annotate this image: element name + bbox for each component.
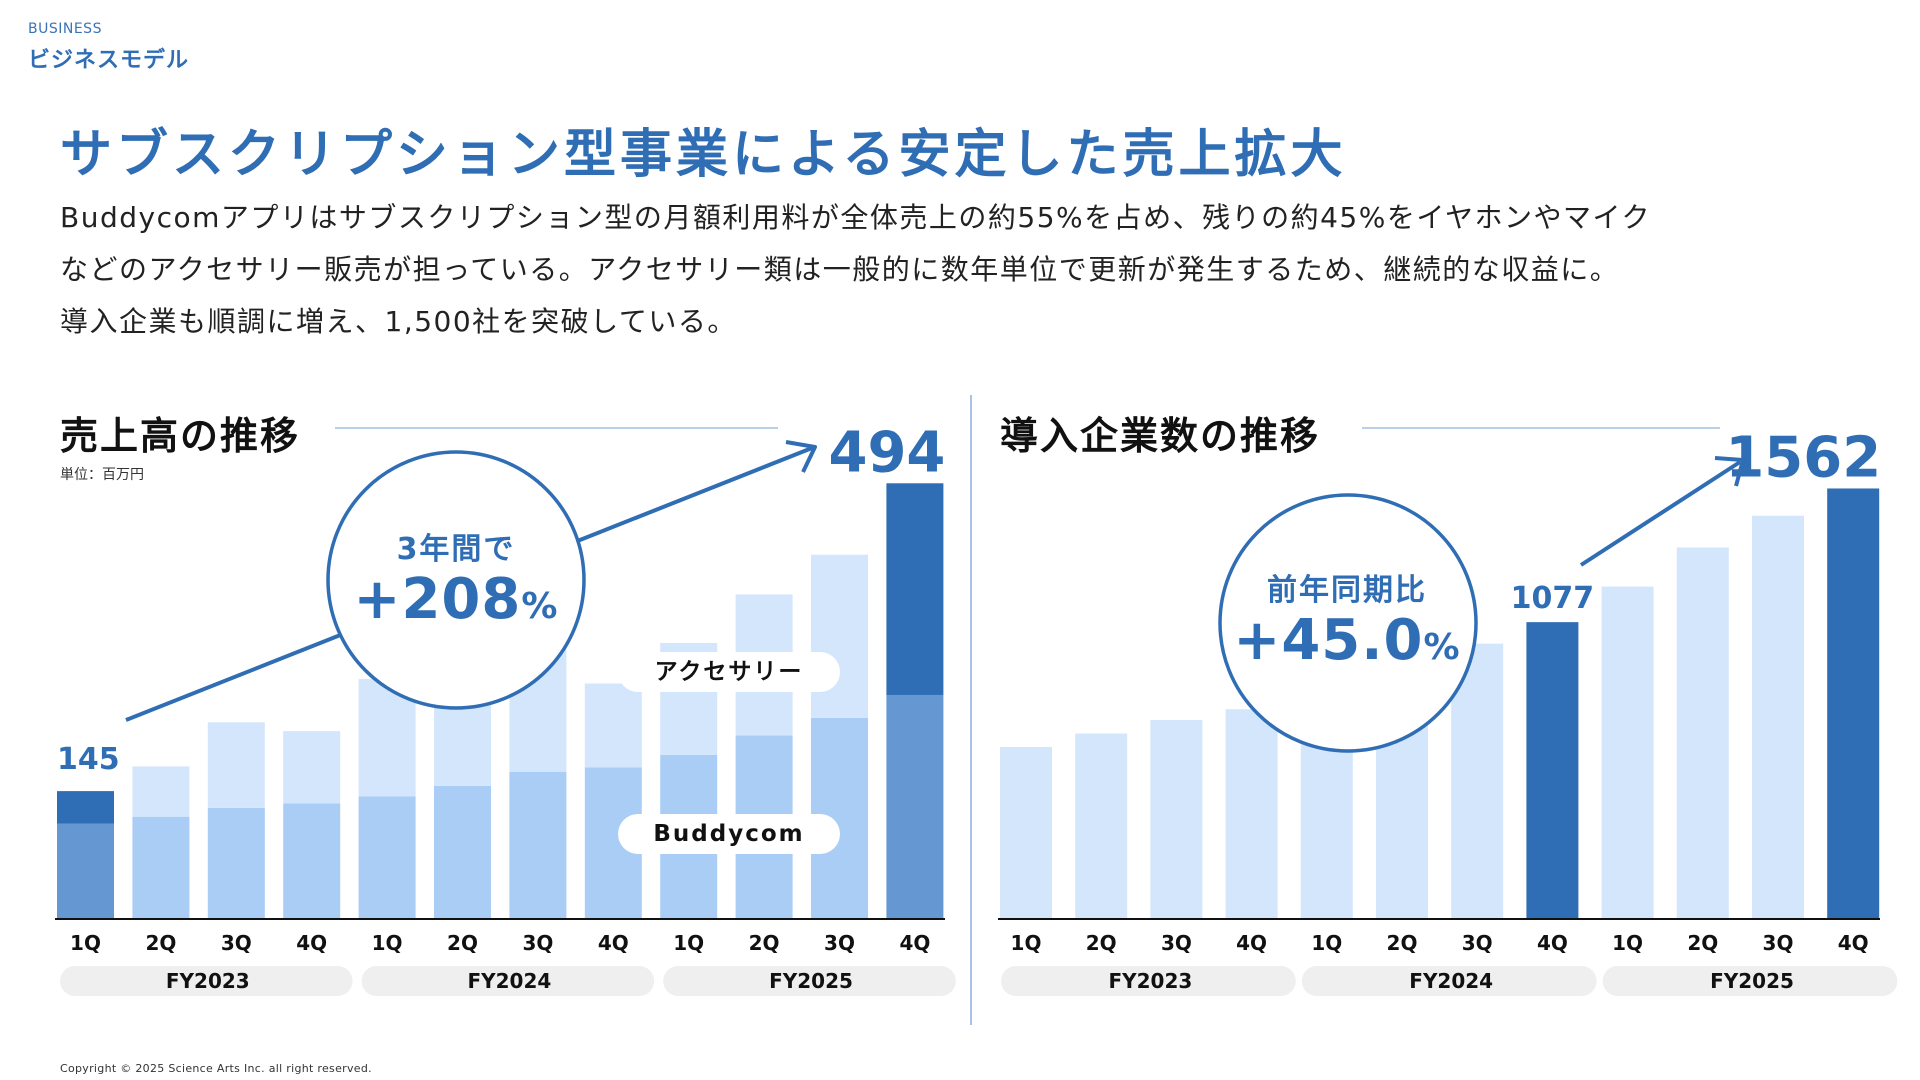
left-chart-unit: 単位：百万円 xyxy=(60,467,144,483)
companies-bar xyxy=(1526,622,1579,919)
sales-bar-accessory xyxy=(207,722,265,808)
sales-x-tick: 1Q xyxy=(372,931,403,955)
companies-bar xyxy=(1601,586,1654,919)
sales-fy-pill xyxy=(663,966,956,996)
companies-x-tick: 3Q xyxy=(1763,931,1794,955)
companies-x-tick: 1Q xyxy=(1612,931,1643,955)
description-line: Buddycomアプリはサブスクリプション型の月額利用料が全体売上の約55%を占… xyxy=(60,201,1651,234)
sales-fy-label: FY2023 xyxy=(166,969,250,993)
sales-fy-pill xyxy=(361,966,655,996)
companies-x-tick: 4Q xyxy=(1236,931,1267,955)
companies-trend-arrowhead xyxy=(1714,456,1745,487)
companies-bar xyxy=(1150,719,1203,919)
sales-bar-accessory xyxy=(57,791,114,824)
sales-callout-circle xyxy=(326,450,586,710)
sales-bar-buddycom xyxy=(132,816,190,919)
page-title: サブスクリプション型事業による安定した売上拡大 xyxy=(60,125,1347,185)
left-callout-caption: 3年間で xyxy=(396,532,516,567)
sales-bar-accessory xyxy=(283,731,341,804)
sales-last-value: 494 xyxy=(828,420,945,485)
sales-fy-label: FY2024 xyxy=(467,969,551,993)
description-line: 導入企業も順調に増え、1,500社を突破している。 xyxy=(60,305,737,338)
sales-x-tick: 3Q xyxy=(522,931,553,955)
companies-x-tick: 3Q xyxy=(1462,931,1493,955)
companies-fy-pill xyxy=(1602,966,1898,996)
companies-x-tick: 1Q xyxy=(1011,931,1042,955)
section-label-en: BUSINESS xyxy=(28,21,102,37)
sales-x-tick: 3Q xyxy=(824,931,855,955)
sales-bar-accessory xyxy=(811,554,868,718)
right-chart-title: 導入企業数の推移 xyxy=(1000,414,1321,458)
section-label-ja: ビジネスモデル xyxy=(28,48,190,73)
description: Buddycomアプリはサブスクリプション型の月額利用料が全体売上の約55%を占… xyxy=(60,192,1840,348)
companies-fy-label: FY2023 xyxy=(1108,969,1192,993)
sales-bar-accessory xyxy=(886,483,944,695)
companies-bar xyxy=(1827,488,1880,919)
right-callout-caption: 前年同期比 xyxy=(1267,573,1427,608)
companies-fy-pill xyxy=(1301,966,1597,996)
sales-bar-buddycom xyxy=(358,796,416,919)
companies-bar xyxy=(1225,709,1278,919)
copyright: Copyright © 2025 Science Arts Inc. all r… xyxy=(60,1062,372,1075)
companies-last-value: 1562 xyxy=(1725,425,1881,490)
companies-bar xyxy=(1000,747,1052,919)
sales-first-value: 145 xyxy=(57,742,120,777)
companies-fy24-value: 1077 xyxy=(1511,581,1595,616)
legend-buddycom: Buddycom xyxy=(618,814,840,854)
left-chart-title: 売上高の推移 xyxy=(60,414,301,458)
companies-x-tick: 2Q xyxy=(1387,931,1418,955)
sales-fy-pill xyxy=(60,966,353,996)
sales-trend-arrowhead xyxy=(785,440,817,473)
sales-bar-buddycom xyxy=(509,771,567,919)
left-callout-number: +208 xyxy=(353,567,522,632)
sales-bar-accessory xyxy=(132,766,190,817)
companies-x-tick: 1Q xyxy=(1311,931,1342,955)
sales-bar-buddycom xyxy=(434,785,491,919)
sales-x-tick: 3Q xyxy=(221,931,252,955)
companies-x-tick: 2Q xyxy=(1687,931,1718,955)
sales-bar-buddycom xyxy=(57,823,114,919)
companies-bar xyxy=(1075,733,1128,919)
sales-x-tick: 2Q xyxy=(447,931,478,955)
legend-accessory: アクセサリー xyxy=(618,652,840,692)
chart-divider xyxy=(970,395,972,1025)
right-callout-value: +45.0% xyxy=(1219,609,1475,680)
sales-bar-accessory xyxy=(584,683,642,768)
sales-fy-label: FY2025 xyxy=(769,969,853,993)
sales-x-tick: 1Q xyxy=(70,931,101,955)
companies-x-tick: 4Q xyxy=(1838,931,1869,955)
companies-bar xyxy=(1451,643,1504,919)
right-callout-percent: % xyxy=(1423,627,1461,668)
sales-x-tick: 4Q xyxy=(899,931,930,955)
right-growth-callout: 前年同期比 +45.0% xyxy=(1219,495,1475,751)
companies-fy-pill xyxy=(1001,966,1296,996)
companies-bar xyxy=(1752,515,1804,919)
sales-bar-buddycom xyxy=(886,694,944,919)
description-line: などのアクセサリー販売が担っている。アクセサリー類は一般的に数年単位で更新が発生… xyxy=(60,253,1620,286)
left-callout-value: +208% xyxy=(328,568,584,639)
sales-bar-buddycom xyxy=(283,803,341,919)
left-growth-callout: 3年間で +208% xyxy=(328,452,584,708)
sales-x-tick: 1Q xyxy=(673,931,704,955)
companies-fy-label: FY2024 xyxy=(1409,969,1493,993)
companies-bar xyxy=(1676,547,1729,919)
companies-x-tick: 3Q xyxy=(1161,931,1192,955)
sales-x-tick: 4Q xyxy=(296,931,327,955)
companies-callout-circle xyxy=(1218,493,1478,753)
companies-fy-label: FY2025 xyxy=(1710,969,1794,993)
companies-x-tick: 4Q xyxy=(1537,931,1568,955)
left-callout-percent: % xyxy=(521,586,559,627)
companies-x-tick: 2Q xyxy=(1086,931,1117,955)
sales-x-tick: 2Q xyxy=(145,931,176,955)
sales-bar-buddycom xyxy=(207,807,265,919)
sales-x-tick: 4Q xyxy=(598,931,629,955)
sales-x-tick: 2Q xyxy=(749,931,780,955)
right-callout-number: +45.0 xyxy=(1233,608,1424,673)
companies-trend-arrow xyxy=(1579,460,1742,567)
